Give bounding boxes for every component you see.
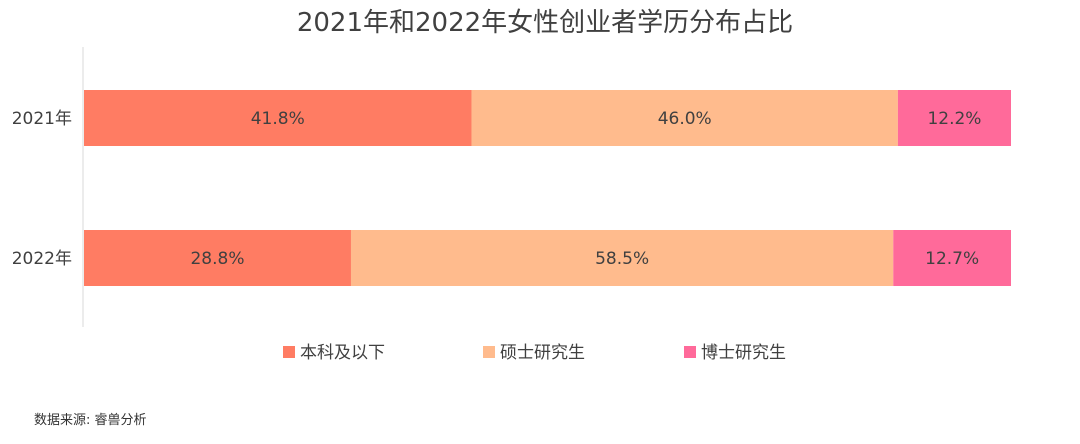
legend-label: 博士研究生 [701, 343, 786, 363]
y-tick-label: 2021年 [12, 109, 72, 129]
data-label: 12.2% [927, 109, 981, 129]
legend-swatch [283, 346, 295, 358]
legend-swatch [684, 346, 696, 358]
y-tick-label: 2022年 [12, 249, 72, 269]
data-label: 41.8% [251, 109, 305, 129]
legend-label: 硕士研究生 [500, 343, 585, 363]
data-label: 28.8% [190, 249, 244, 269]
data-source-note: 数据来源: 睿兽分析 [34, 413, 147, 428]
data-label: 58.5% [595, 249, 649, 269]
legend-swatch [483, 346, 495, 358]
bar-segment [897, 90, 1011, 146]
bar-segment [893, 230, 1011, 286]
chart-title: 2021年和2022年女性创业者学历分布占比 [297, 8, 793, 38]
bar-segment [471, 90, 898, 146]
data-label: 12.7% [925, 249, 979, 269]
legend: 本科及以下 硕士研究生 博士研究生 [283, 343, 786, 363]
bar-segment [350, 230, 894, 286]
legend-label: 本科及以下 [300, 343, 385, 363]
bar-segment [84, 90, 472, 146]
bars-group: 2021年 41.8% 46.0% 12.2% 2022年 28.8% 58.5% 12.7% [12, 90, 1011, 286]
bar-segment [84, 230, 351, 286]
data-label: 46.0% [658, 109, 712, 129]
